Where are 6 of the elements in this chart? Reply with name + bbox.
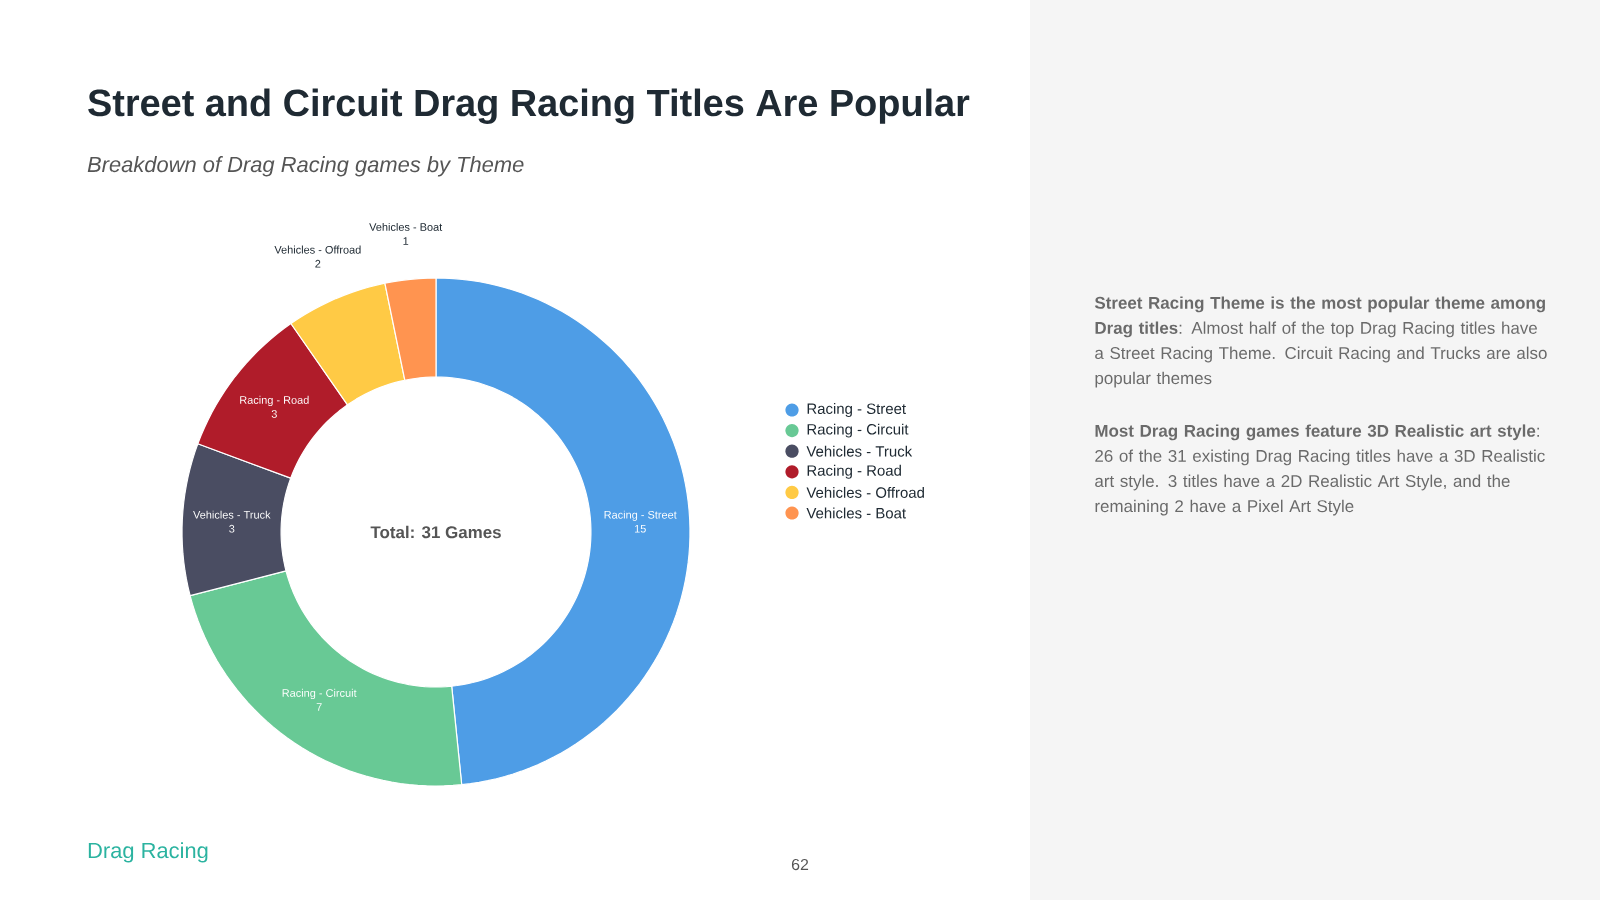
chart-subtitle: Breakdown of Drag Racing games by Theme [87,156,524,177]
text: Street Racing Theme is the most popular theme among Drag titles: Almost half of the top Drag Racing titles have a Street Racing Theme. Circuit Racing and Trucks are also popular themes [1094,296,1547,388]
text: Total: 31 Games [370,525,501,539]
chart-title: Street and Circuit Drag Racing Titles Are Popular [88,88,970,125]
text: Most Drag Racing games feature 3D Realistic art style: 26 of the 31 existing Drag Racing titles have a 3D Realistic art style. 3 titles have a 2D Realistic Art Style, and the remaining 2 have a Pixel Art Style [1095,424,1545,516]
text: Drag Racing [88,842,208,863]
